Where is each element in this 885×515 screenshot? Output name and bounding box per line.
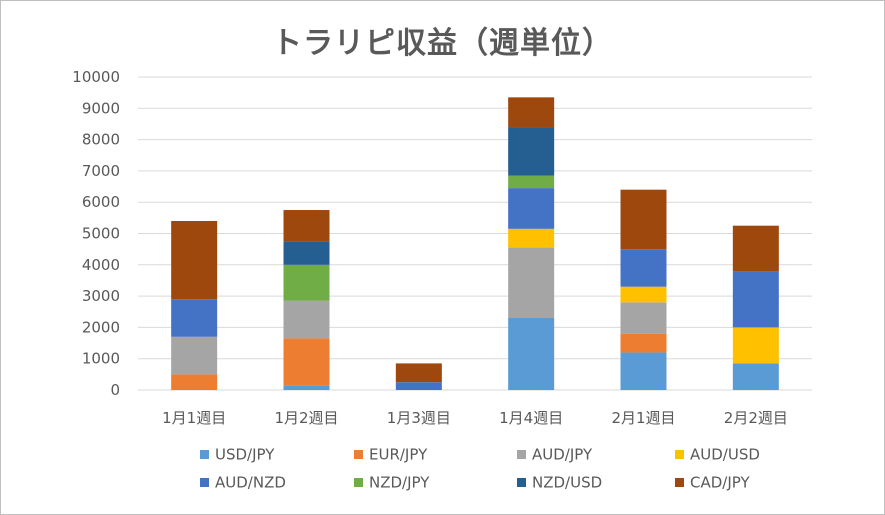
legend-label: AUD/JPY — [532, 446, 593, 464]
x-tick-label: 1月4週目 — [499, 409, 563, 427]
legend-label: EUR/JPY — [369, 446, 428, 464]
bar-segment — [283, 210, 330, 242]
y-tick-label: 0 — [110, 381, 120, 399]
legend-label: AUD/NZD — [215, 474, 286, 492]
y-tick-label: 6000 — [82, 193, 120, 211]
y-tick-label: 3000 — [82, 287, 120, 305]
legend-label: NZD/JPY — [369, 474, 430, 492]
legend-swatch — [354, 478, 363, 487]
legend-swatch — [675, 478, 684, 487]
y-tick-label: 2000 — [82, 318, 120, 336]
bar-segment — [508, 247, 555, 319]
bar-segment — [171, 374, 218, 390]
x-tick-label: 1月2週目 — [274, 409, 338, 427]
y-tick-label: 9000 — [82, 99, 120, 117]
bar-segment — [620, 189, 667, 250]
bar-segment — [283, 264, 330, 301]
legend-swatch — [517, 478, 526, 487]
bar-segment — [283, 300, 330, 339]
legend-label: AUD/USD — [690, 446, 760, 464]
x-tick-label: 1月1週目 — [162, 409, 226, 427]
legend-swatch — [200, 450, 209, 459]
bar-segment — [508, 318, 555, 390]
legend-swatch — [675, 450, 684, 459]
bar-segment — [620, 249, 667, 287]
bar-segment — [732, 225, 779, 272]
bar-segment — [620, 302, 667, 334]
bar-segment — [171, 220, 218, 300]
legend-swatch — [354, 450, 363, 459]
bar-segment — [395, 382, 442, 390]
y-tick-label: 8000 — [82, 131, 120, 149]
bar-segment — [283, 385, 330, 390]
legend-label: CAD/JPY — [690, 474, 750, 492]
legend-swatch — [200, 478, 209, 487]
y-tick-label: 4000 — [82, 256, 120, 274]
bar-segment — [171, 336, 218, 375]
x-tick-label: 2月2週目 — [724, 409, 788, 427]
y-tick-label: 1000 — [82, 350, 120, 368]
bar-segment — [620, 286, 667, 303]
bar-segment — [508, 97, 555, 128]
bar-segment — [283, 338, 330, 386]
bar-segment — [508, 228, 555, 248]
chart-title: トラリピ収益（週単位） — [272, 26, 613, 61]
bar-segment — [620, 352, 667, 390]
y-tick-label: 10000 — [72, 68, 120, 86]
bar-segment — [620, 333, 667, 353]
legend-label: USD/JPY — [215, 446, 275, 464]
bar-segment — [508, 175, 555, 189]
bar-segment — [171, 299, 218, 337]
x-tick-label: 1月3週目 — [387, 409, 451, 427]
bar-segment — [395, 363, 442, 383]
y-tick-label: 5000 — [82, 225, 120, 243]
bar-segment — [732, 271, 779, 328]
bar-segment — [732, 327, 779, 364]
legend-label: NZD/USD — [532, 474, 602, 492]
bar-segment — [283, 241, 330, 265]
bar-segment — [508, 188, 555, 229]
legend-swatch — [517, 450, 526, 459]
x-tick-label: 2月1週目 — [611, 409, 675, 427]
bar-segment — [508, 127, 555, 176]
bar-segment — [732, 363, 779, 390]
y-tick-label: 7000 — [82, 162, 120, 180]
